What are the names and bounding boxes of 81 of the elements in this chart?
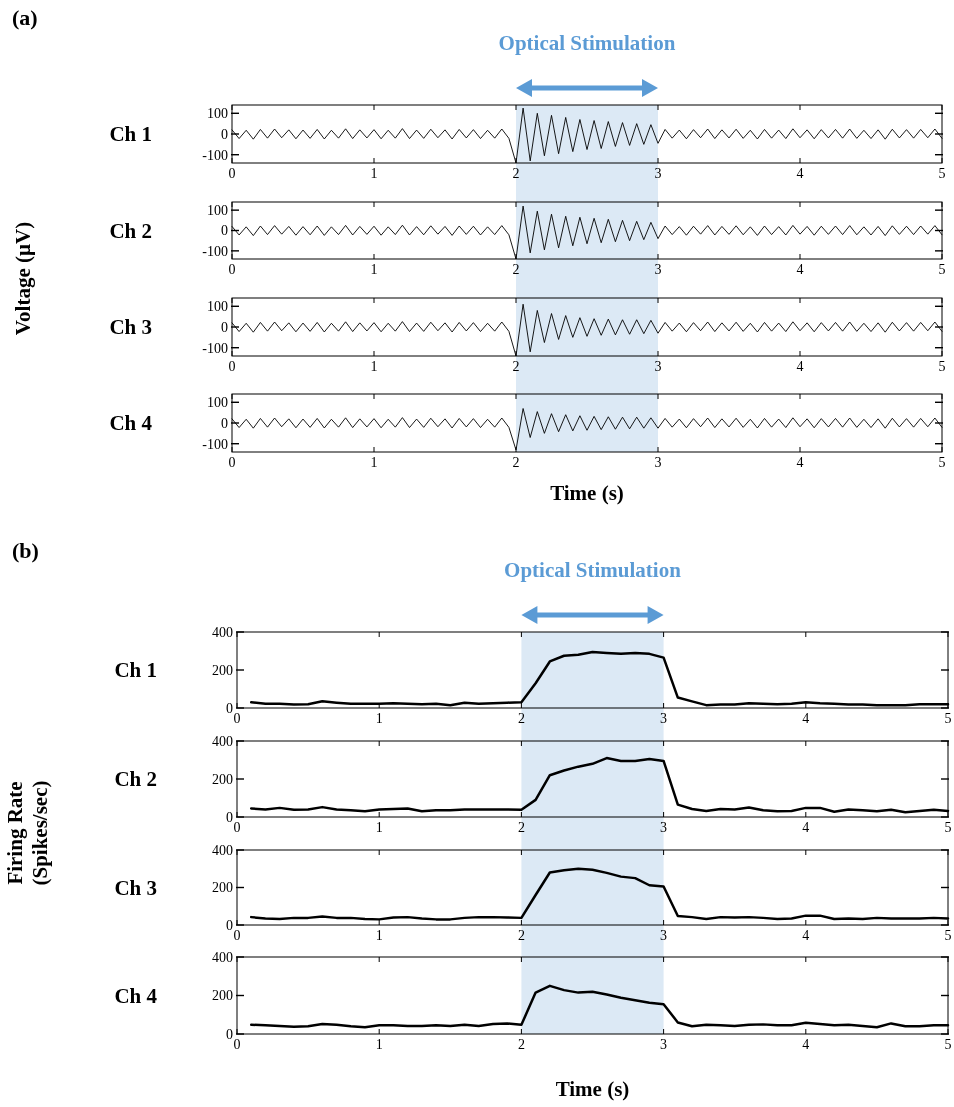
x-tick-label: 1: [370, 455, 378, 470]
text: Ch 1: [114, 658, 157, 683]
x-tick-label: 3: [654, 455, 662, 470]
x-tick-label: 2: [512, 262, 520, 277]
x-tick-label: 3: [660, 820, 668, 835]
x-tick-label: 3: [654, 262, 662, 277]
x-tick-label: 3: [654, 166, 662, 181]
text: Ch 2: [109, 218, 152, 243]
y-tick-label: 0: [221, 223, 228, 239]
x-tick-label: 1: [375, 1037, 383, 1052]
x-axis-title: Time (s): [555, 1077, 630, 1101]
y-tick-label: -100: [202, 340, 228, 356]
x-tick-label: 1: [375, 928, 383, 943]
text: Ch 1: [109, 122, 152, 147]
x-tick-label: 5: [938, 455, 946, 470]
y-tick-label: 200: [212, 988, 233, 1004]
x-tick-label: 5: [944, 1037, 952, 1052]
x-tick-label: 4: [796, 262, 804, 277]
x-tick-label: 4: [796, 166, 804, 181]
x-tick-label: 4: [796, 359, 804, 374]
y-tick-label: 400: [212, 842, 233, 858]
y-tick-label: 0: [226, 700, 233, 716]
x-tick-label: 1: [370, 166, 378, 181]
text: Ch 3: [114, 875, 157, 900]
x-tick-label: 5: [938, 359, 946, 374]
x-tick-label: 1: [370, 359, 378, 374]
y-tick-label: -100: [202, 243, 228, 259]
x-tick-label: 4: [802, 820, 810, 835]
x-tick-label: 3: [660, 1037, 668, 1052]
x-tick-label: 1: [375, 711, 383, 726]
line-series: [231, 107, 943, 164]
x-tick-label: 5: [938, 262, 946, 277]
y-tick-label: 100: [207, 395, 228, 411]
x-tick-label: 3: [660, 928, 668, 943]
y-tick-label: 0: [226, 917, 233, 933]
text: Ch 3: [109, 315, 152, 340]
x-tick-label: 2: [512, 359, 520, 374]
y-tick-label: -100: [202, 147, 228, 163]
x-tick-label: 4: [802, 928, 810, 943]
y-tick-label: 100: [207, 299, 228, 315]
y-tick-label: 400: [212, 733, 233, 749]
y-tick-label: 0: [221, 319, 228, 335]
x-tick-label: 1: [375, 820, 383, 835]
y-tick-label: 0: [226, 809, 233, 825]
x-tick-label: 3: [660, 711, 668, 726]
chart-title: Optical Stimulation: [498, 31, 676, 55]
y-tick-label: 0: [226, 1026, 233, 1042]
chart-title: Optical Stimulation: [504, 558, 682, 582]
x-tick-label: 5: [944, 711, 952, 726]
y-tick-label: 100: [207, 106, 228, 122]
x-tick-label: 3: [654, 359, 662, 374]
x-tick-label: 4: [796, 455, 804, 470]
y-tick-label: 200: [212, 662, 233, 678]
x-tick-label: 2: [512, 455, 520, 470]
x-axis-title: Time (s): [550, 481, 624, 505]
x-tick-label: 2: [512, 166, 520, 181]
y-tick-label: 200: [212, 771, 233, 787]
y-tick-label: 400: [212, 949, 233, 965]
y-axis-title: Firing Rate (Spikes/sec): [3, 780, 52, 886]
x-tick-label: 2: [517, 928, 525, 943]
text: (a): [12, 5, 38, 30]
x-tick-label: 5: [938, 166, 946, 181]
x-tick-label: 2: [517, 820, 525, 835]
y-tick-label: 0: [221, 126, 228, 142]
text: Ch 4: [114, 983, 158, 1008]
x-tick-label: 4: [802, 1037, 810, 1052]
x-tick-label: 4: [802, 711, 810, 726]
y-tick-label: 0: [221, 415, 228, 431]
y-tick-label: 100: [207, 203, 228, 219]
x-tick-label: 2: [517, 1037, 525, 1052]
text: (b): [12, 538, 39, 563]
y-tick-label: 400: [212, 624, 233, 640]
x-tick-label: 2: [517, 711, 525, 726]
x-tick-label: 5: [944, 928, 952, 943]
y-tick-label: -100: [202, 436, 228, 452]
text: Ch 4: [109, 411, 153, 436]
y-tick-label: 200: [212, 880, 233, 896]
y-axis-title: Voltage (µV): [11, 221, 35, 336]
x-tick-label: 1: [370, 262, 378, 277]
x-tick-label: 5: [944, 820, 952, 835]
text: Ch 2: [114, 767, 157, 792]
